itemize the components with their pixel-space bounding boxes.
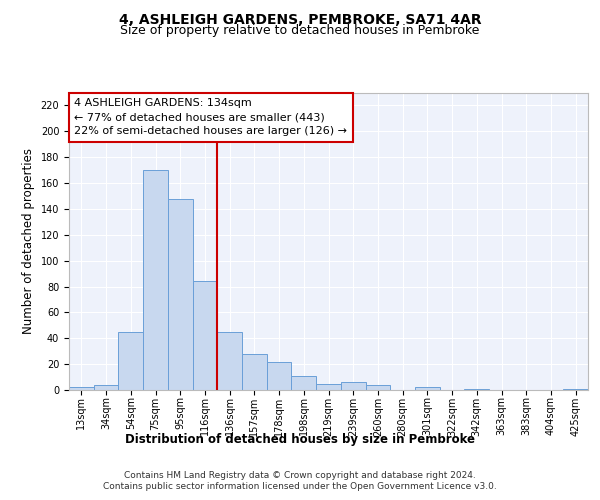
Bar	[94, 385, 118, 390]
Text: 4, ASHLEIGH GARDENS, PEMBROKE, SA71 4AR: 4, ASHLEIGH GARDENS, PEMBROKE, SA71 4AR	[119, 12, 481, 26]
Text: Size of property relative to detached houses in Pembroke: Size of property relative to detached ho…	[121, 24, 479, 37]
Bar	[341, 382, 365, 390]
Text: 4 ASHLEIGH GARDENS: 134sqm
← 77% of detached houses are smaller (443)
22% of sem: 4 ASHLEIGH GARDENS: 134sqm ← 77% of deta…	[74, 98, 347, 136]
Text: Distribution of detached houses by size in Pembroke: Distribution of detached houses by size …	[125, 432, 475, 446]
Bar	[464, 388, 489, 390]
Text: Contains HM Land Registry data © Crown copyright and database right 2024.: Contains HM Land Registry data © Crown c…	[124, 471, 476, 480]
Bar	[563, 388, 588, 390]
Bar	[168, 198, 193, 390]
Bar	[292, 376, 316, 390]
Text: Contains public sector information licensed under the Open Government Licence v3: Contains public sector information licen…	[103, 482, 497, 491]
Bar	[118, 332, 143, 390]
Bar	[267, 362, 292, 390]
Bar	[415, 388, 440, 390]
Bar	[69, 388, 94, 390]
Bar	[365, 385, 390, 390]
Bar	[242, 354, 267, 390]
Bar	[316, 384, 341, 390]
Bar	[217, 332, 242, 390]
Bar	[143, 170, 168, 390]
Y-axis label: Number of detached properties: Number of detached properties	[22, 148, 35, 334]
Bar	[193, 282, 217, 390]
